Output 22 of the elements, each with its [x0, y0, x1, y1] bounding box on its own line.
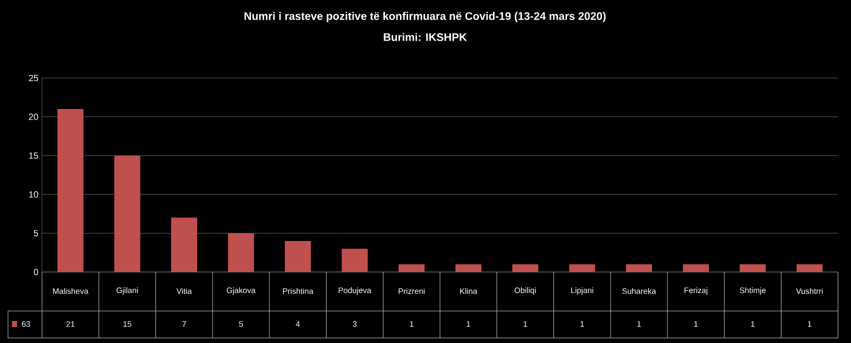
bar [342, 248, 368, 272]
y-tick-label: 10 [29, 191, 38, 198]
bar [512, 264, 538, 272]
y-tick-label: 20 [28, 114, 38, 120]
y-tick-label: 15 [29, 152, 38, 159]
bar [398, 264, 425, 272]
bar [682, 264, 709, 272]
y-tick-label: 0 [34, 268, 38, 276]
bar [57, 109, 84, 272]
chart-subtitle: Burimi: IKSHPK [384, 32, 467, 42]
bar [228, 233, 254, 272]
bar [114, 156, 140, 272]
bar [284, 240, 311, 272]
bar [626, 264, 652, 272]
bar [171, 218, 198, 272]
y-tick-label: 25 [28, 74, 38, 82]
bar [796, 264, 823, 272]
y-tick-label: 5 [34, 230, 38, 236]
chart-title: Numri i rasteve pozitive të konfirmuara në Covid-19 (13-24 mars 2020) [244, 12, 606, 22]
bar [569, 264, 596, 272]
bar [740, 264, 766, 272]
bar [455, 264, 482, 272]
